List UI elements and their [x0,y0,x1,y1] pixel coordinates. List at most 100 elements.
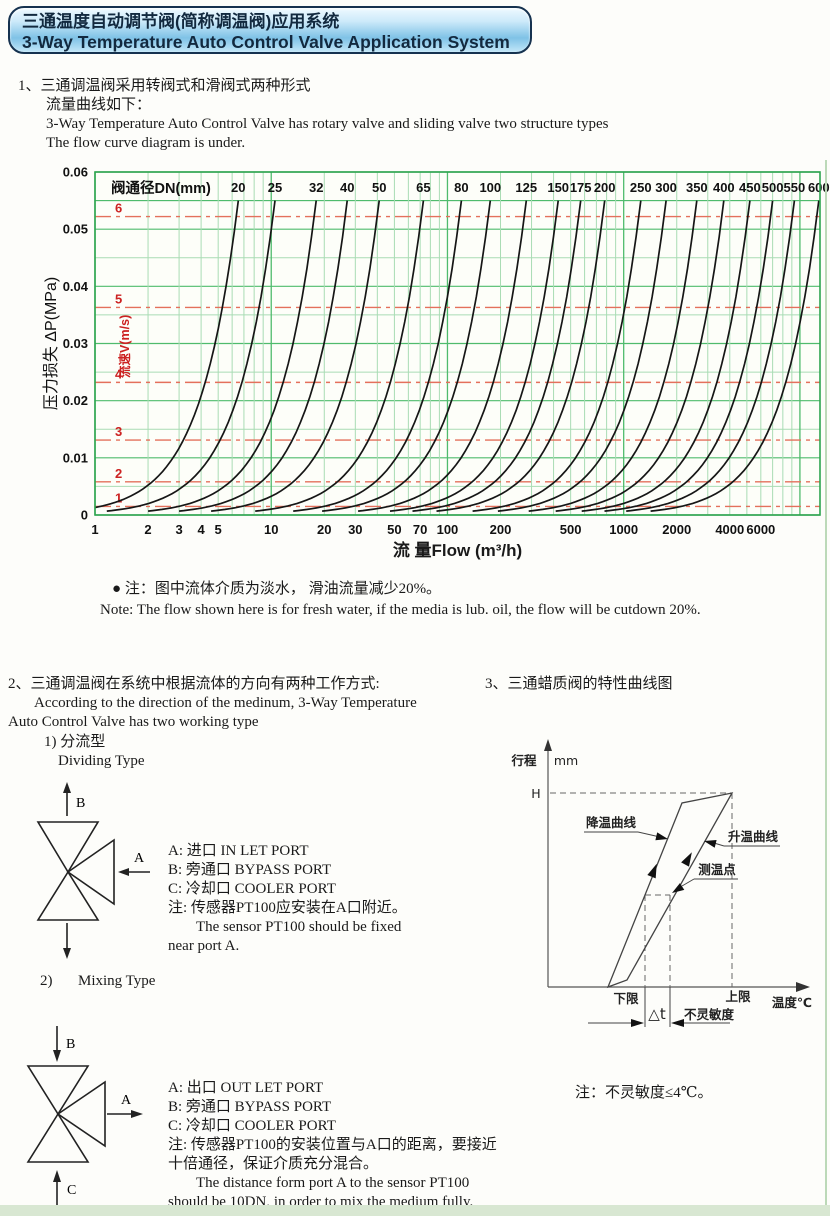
velocity-line-label: 5 [115,291,122,306]
port-label-b: B [66,1037,75,1052]
dn-curve-300 [497,200,667,512]
dn-curve-100 [322,200,492,512]
dt-arrow-right-icon [631,1019,644,1027]
heating-leader-arrow-icon [704,840,717,848]
chart-note-en: Note: The flow shown here is for fresh w… [100,602,701,618]
x-tick-label: 50 [387,522,401,537]
section3-title: 3、三通蜡质阀的特性曲线图 [485,676,673,692]
dn-label-80: 80 [454,180,468,195]
axis-arrow-up-icon [544,739,552,751]
mixing-desc-note-zh1: 注: 传感器PT100的安装位置与A口的距离，要接近 [168,1137,497,1153]
dn-curve-600 [650,200,820,512]
section2-line-2: According to the direction of the medinu… [34,695,417,711]
port-label-b: B [76,796,85,811]
dn-curve-175 [412,200,582,512]
dn-curve-50 [211,200,381,512]
dn-label-100: 100 [479,180,501,195]
valve-bottom-triangle [36,870,100,921]
dn-label-40: 40 [340,180,354,195]
port-label-a: A [121,1093,132,1108]
y-tick-label: 0.06 [63,165,88,180]
dn-curve-550 [626,200,796,512]
y-tick-label: 0.01 [63,450,88,465]
x-tick-label: 2000 [662,522,691,537]
dn-band-label: 阀通径DN(mm) [111,179,211,197]
x-tick-label: 200 [490,522,512,537]
section2-line-1: 2、三通调温阀在系统中根据流体的方向有两种工作方式: [8,676,380,692]
arrow-up-icon [63,782,71,793]
scan-artifact-right [825,160,827,1205]
dn-curve-200 [436,200,606,512]
y-tick-label: 0.03 [63,336,88,351]
x-axis-label: 温度℃ [772,995,812,1010]
dividing-heading-zh: 1) 分流型 [44,734,106,750]
dn-curve-250 [472,200,642,512]
mixing-heading-num: 2) [40,973,53,989]
dn-curve-150 [389,200,560,512]
port-label-a: A [134,851,145,866]
dn-label-200: 200 [594,180,616,195]
y-tick-label: 0.02 [63,393,88,408]
chart-y-axis-title: 压力损失 ΔP(MPa) [42,277,60,410]
dn-label-350: 350 [686,180,708,195]
x-tick-label: 10 [264,522,278,537]
dn-label-150: 150 [547,180,569,195]
valve-right-triangle [56,1080,106,1148]
arrow-left-icon [118,868,129,876]
section1-line-zh2: 流量曲线如下： [46,97,152,113]
dn-curve-450 [581,200,751,512]
x-tick-label: 30 [348,522,362,537]
page-title-zh: 三通温度自动调节阀(简称调温阀)应用系统 [22,12,340,31]
velocity-line-label: 6 [115,201,122,216]
velocity-line-label: 3 [115,424,122,439]
dn-curve-80 [293,200,463,512]
x-tick-label: 6000 [746,522,775,537]
plot-frame [94,171,821,516]
x-tick-label: 1 [91,522,98,537]
mixing-desc-a: A: 出口 OUT LET PORT [168,1080,324,1096]
lower-limit-label: 下限 [613,991,639,1006]
dt-arrow-left-icon [671,1019,684,1027]
heating-direction-arrow-icon [681,852,692,867]
x-tick-label: 2 [144,522,151,537]
velocity-axis-label: 流速V(m/s) [117,315,132,378]
y-axis-label: 行程 [510,753,537,768]
dn-curve-20 [94,200,240,509]
dn-label-550: 550 [784,180,806,195]
arrow-right-icon [131,1110,143,1118]
arrow-down-icon [63,948,71,959]
note-bullet-icon: ● [112,581,122,597]
hysteresis-parallelogram [606,792,734,989]
upper-limit-label: 上限 [725,989,751,1004]
dividing-heading-en: Dividing Type [58,753,145,769]
dn-label-600: 600 [808,180,830,195]
x-tick-label: 500 [560,522,582,537]
mixing-desc-c: C: 冷却口 COOLER PORT [168,1118,336,1134]
section1-line-en2: The flow curve diagram is under. [46,135,246,151]
mixing-desc-b: B: 旁通口 BYPASS PORT [168,1099,332,1115]
dn-label-400: 400 [713,180,735,195]
dividing-desc-b: B: 旁通口 BYPASS PORT [168,862,332,878]
section1-line-zh1: 1、三通调温阀采用转阀式和滑阀式两种形式 [18,78,311,94]
x-tick-label: 70 [413,522,427,537]
x-tick-label: 5 [215,522,222,537]
dn-curve-350 [528,200,698,512]
dividing-desc-note-en2: near port A. [168,938,240,954]
mixing-heading: Mixing Type [78,973,156,989]
velocity-line-label: 1 [115,490,122,505]
chart-note-zh: ● 注：图中流体介质为淡水， 滑油流量减少20%。 [112,580,441,599]
y-tick-label: 0.05 [63,222,88,237]
cooling-curve-label: 降温曲线 [586,815,637,830]
dn-label-50: 50 [372,180,386,195]
dividing-valve-diagram: B A [36,782,150,959]
x-tick-label: 4 [197,522,205,537]
dn-label-175: 175 [570,180,592,195]
dn-label-300: 300 [655,180,677,195]
x-tick-label: 3 [175,522,182,537]
scan-artifact-bottom [0,1205,830,1216]
valve-top-triangle [36,821,100,874]
dn-curve-400 [555,200,725,512]
dn-label-500: 500 [762,180,784,195]
dn-curve-25 [106,200,276,512]
dn-label-450: 450 [739,180,761,195]
